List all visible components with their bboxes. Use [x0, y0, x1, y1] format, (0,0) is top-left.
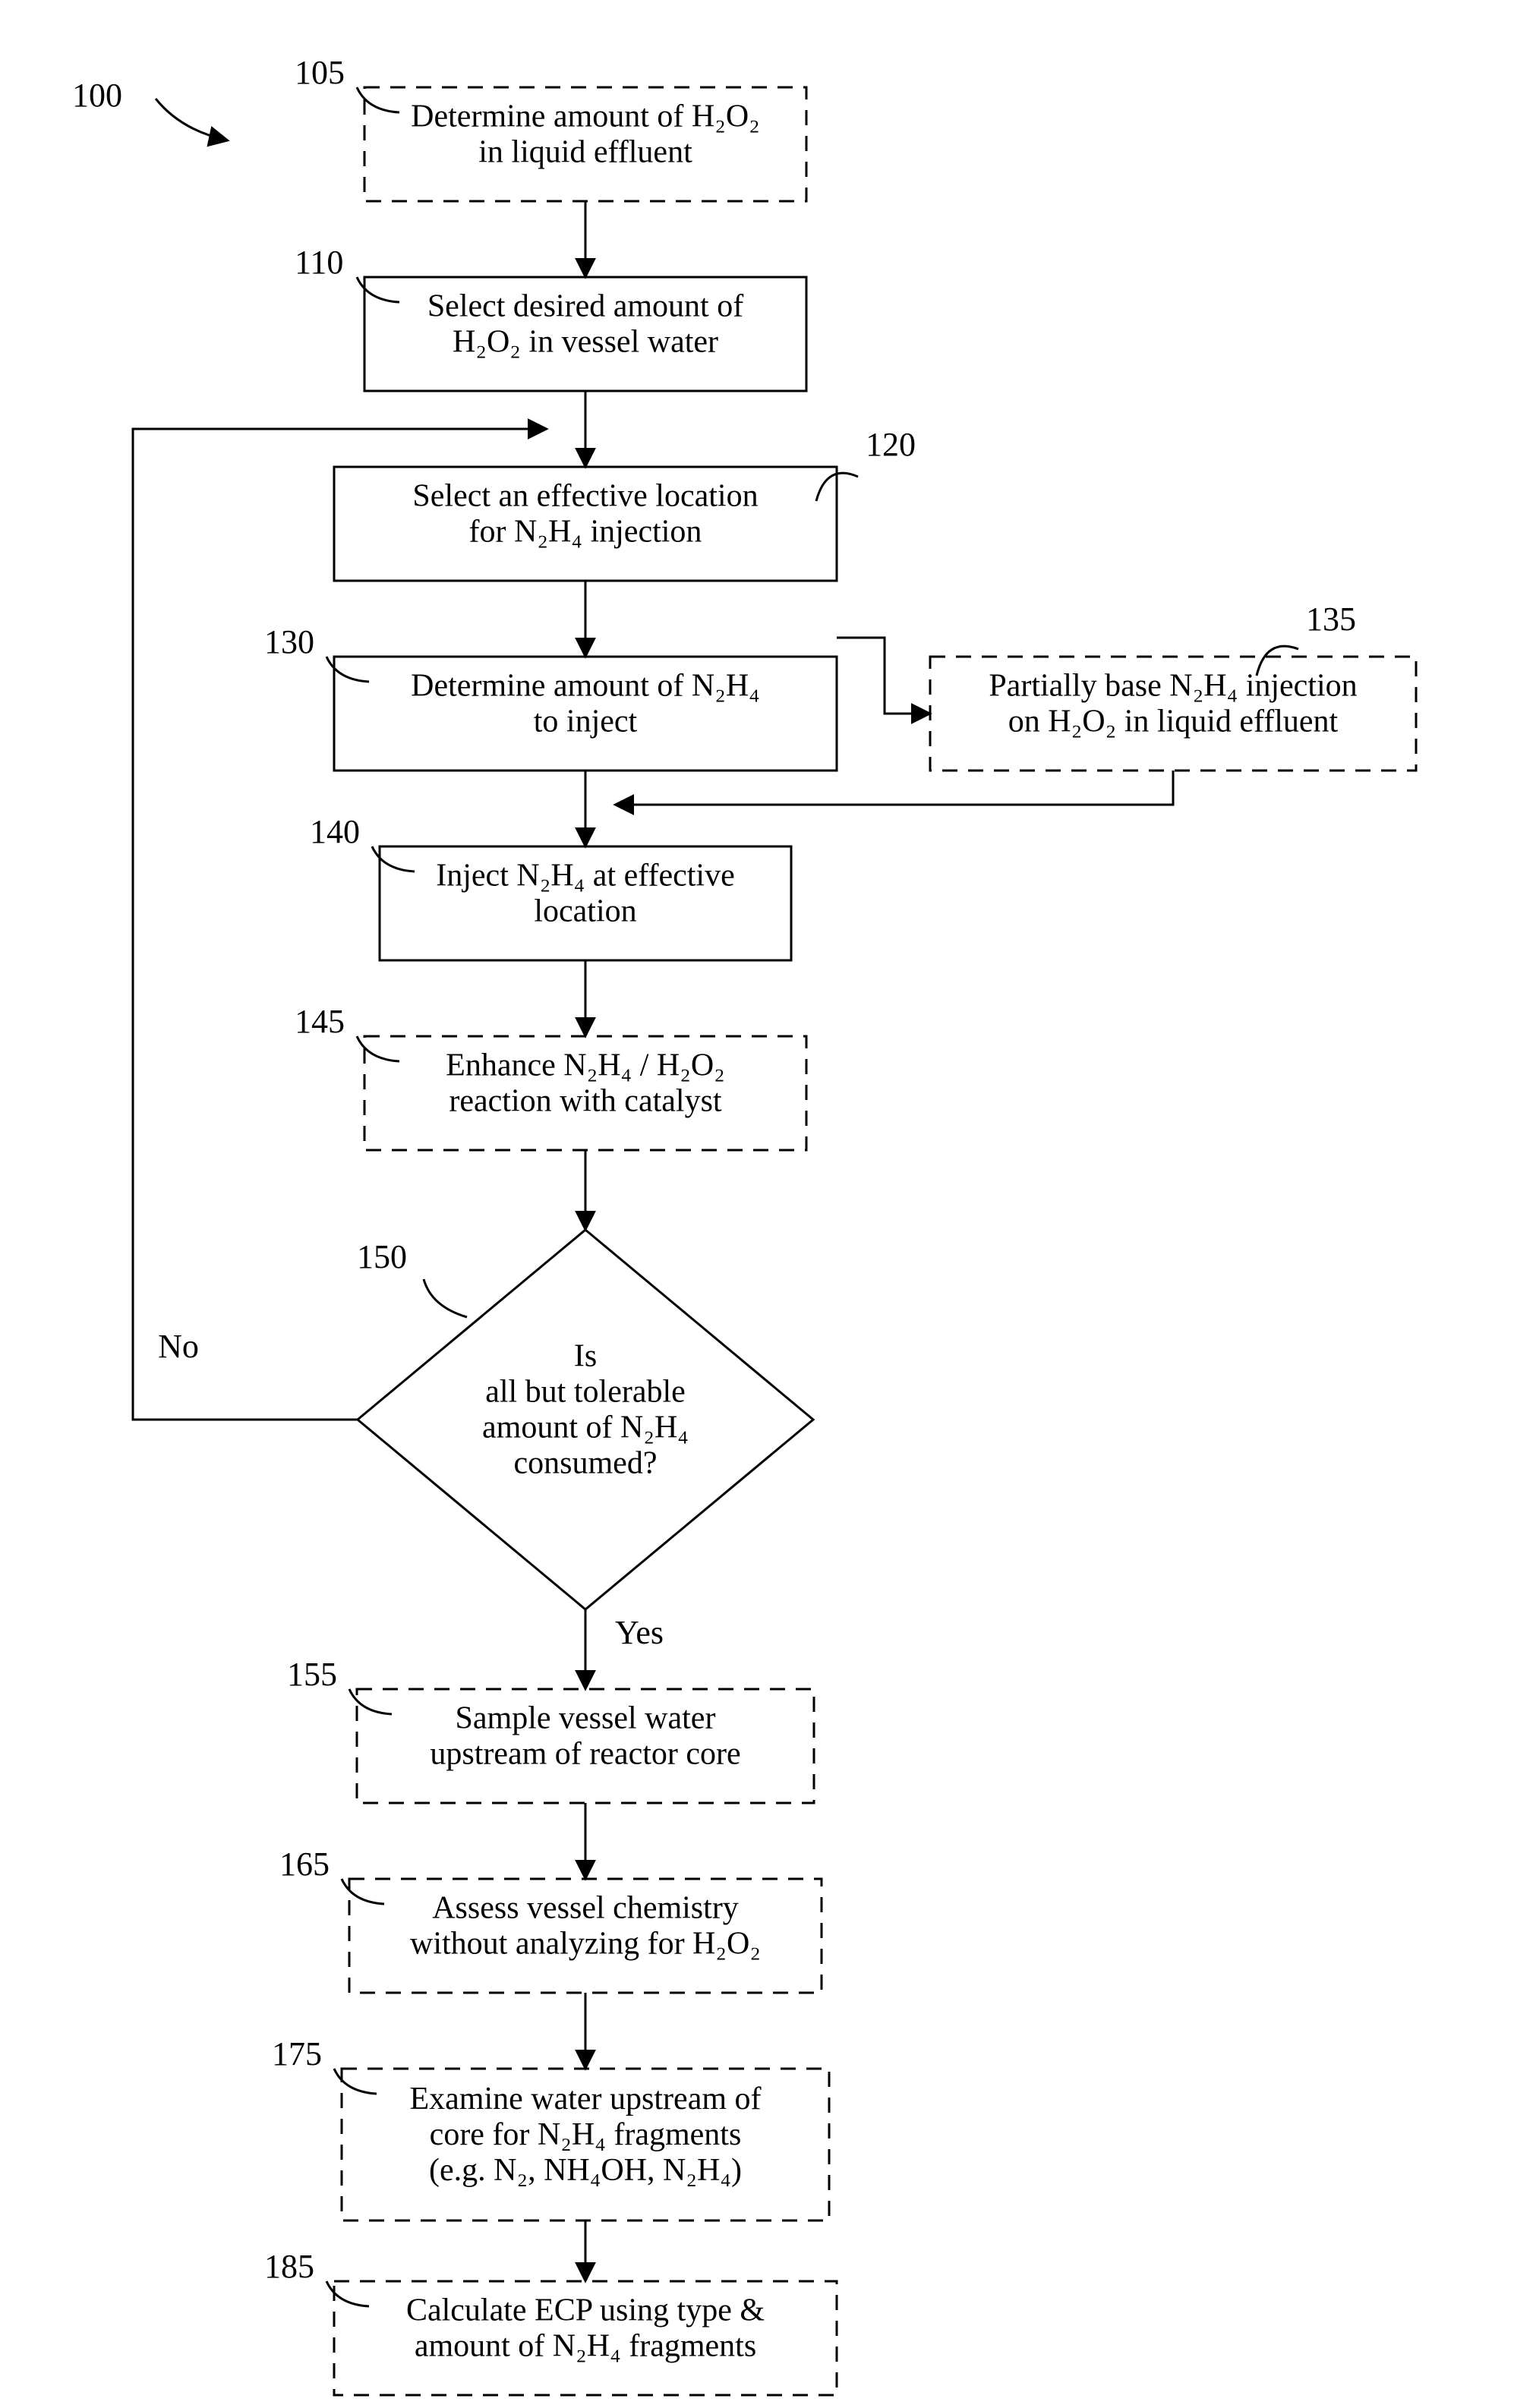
edge-11: [615, 771, 1173, 805]
ref-label-130: 130: [264, 623, 314, 660]
edge-label-1: Yes: [615, 1614, 664, 1651]
node-text-n155: Sample vessel waterupstream of reactor c…: [430, 1700, 740, 1771]
ref-label-140: 140: [310, 813, 360, 850]
node-text-n175: Examine water upstream ofcore for N₂H₄ f…: [410, 2082, 762, 2188]
node-text-n135: Partially base N₂H₄ injectionon H₂O₂ in …: [989, 668, 1357, 739]
ref-label-145: 145: [295, 1003, 345, 1040]
ref-label-100: 100: [72, 77, 122, 114]
ref-label-150: 150: [357, 1238, 407, 1275]
ref-label-175: 175: [272, 2035, 322, 2072]
ref-label-155: 155: [287, 1656, 337, 1693]
ref-label-135: 135: [1306, 600, 1356, 638]
node-text-n145: Enhance N₂H₄ / H₂O₂reaction with catalys…: [446, 1048, 725, 1118]
ref-leader-150: [424, 1279, 467, 1317]
ref-label-110: 110: [295, 244, 343, 281]
ref-label-120: 120: [866, 426, 916, 463]
edge-10: [837, 638, 930, 714]
flowchart-canvas: Determine amount of H₂O₂in liquid efflue…: [0, 0, 1514, 2408]
node-text-n185: Calculate ECP using type &amount of N₂H₄…: [406, 2293, 765, 2363]
ref-leader-100: [156, 99, 228, 140]
node-text-n110: Select desired amount ofH₂O₂ in vessel w…: [427, 288, 743, 359]
node-text-n165: Assess vessel chemistrywithout analyzing…: [410, 1890, 761, 1961]
ref-label-105: 105: [295, 54, 345, 91]
edge-label-0: No: [158, 1328, 199, 1365]
ref-label-185: 185: [264, 2248, 314, 2285]
ref-label-165: 165: [279, 1845, 330, 1883]
